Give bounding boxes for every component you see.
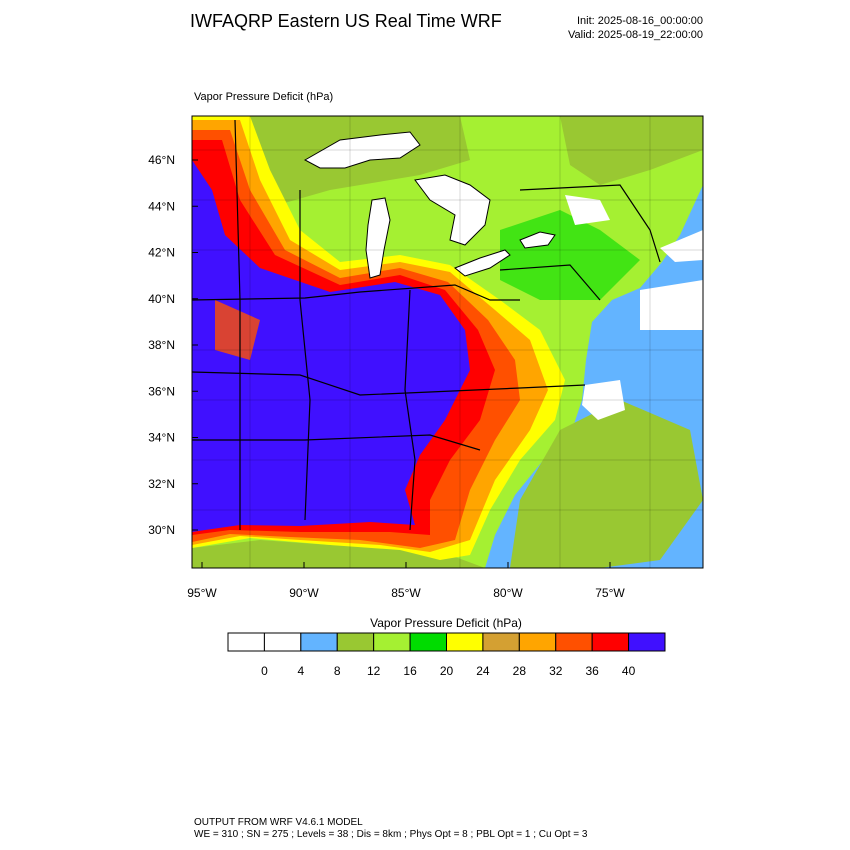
init-time: Init: 2025-08-16_00:00:00 bbox=[577, 15, 703, 27]
footer-line: WE = 310 ; SN = 275 ; Levels = 38 ; Dis … bbox=[194, 829, 588, 840]
colorbar-label: 36 bbox=[585, 664, 599, 678]
colorbar-label: 8 bbox=[334, 664, 341, 678]
lat-label: 36°N bbox=[148, 384, 175, 398]
lat-label: 44°N bbox=[148, 199, 175, 213]
colorbar-box bbox=[628, 632, 666, 652]
colorbar-box bbox=[300, 632, 338, 652]
colorbar-label: 0 bbox=[261, 664, 268, 678]
colorbar-title: Vapor Pressure Deficit (hPa) bbox=[370, 616, 522, 630]
footer-line: OUTPUT FROM WRF V4.6.1 MODEL bbox=[194, 817, 363, 828]
colorbar-label: 40 bbox=[622, 664, 636, 678]
valid-time: Valid: 2025-08-19_22:00:00 bbox=[568, 29, 703, 41]
lon-label: 85°W bbox=[391, 586, 421, 600]
lat-label: 46°N bbox=[148, 153, 175, 167]
lat-label: 40°N bbox=[148, 292, 175, 306]
colorbar-box bbox=[373, 632, 411, 652]
colorbar-box bbox=[518, 632, 557, 652]
colorbar-box bbox=[591, 632, 630, 652]
colorbar-label: 32 bbox=[549, 664, 563, 678]
colorbar-label: 12 bbox=[367, 664, 381, 678]
lat-label: 34°N bbox=[148, 431, 175, 445]
colorbar-label: 24 bbox=[476, 664, 490, 678]
colorbar-label: 16 bbox=[403, 664, 417, 678]
colorbar-label: 4 bbox=[297, 664, 304, 678]
lat-label: 38°N bbox=[148, 338, 175, 352]
colorbar-box bbox=[336, 632, 375, 652]
title: IWFAQRP Eastern US Real Time WRF bbox=[190, 11, 502, 31]
lon-label: 90°W bbox=[289, 586, 319, 600]
lon-label: 80°W bbox=[493, 586, 523, 600]
lat-label: 30°N bbox=[148, 523, 175, 537]
colorbar-box bbox=[227, 632, 265, 652]
map bbox=[191, 115, 704, 569]
colorbar-box bbox=[409, 632, 448, 652]
colorbar-label: 20 bbox=[440, 664, 454, 678]
map-label: Vapor Pressure Deficit (hPa) bbox=[194, 91, 333, 103]
lat-label: 42°N bbox=[148, 246, 175, 260]
colorbar-box bbox=[263, 632, 302, 652]
colorbar-box bbox=[482, 632, 520, 652]
lon-label: 95°W bbox=[187, 586, 217, 600]
colorbar-label: 28 bbox=[513, 664, 527, 678]
lon-label: 75°W bbox=[595, 586, 625, 600]
colorbar-box bbox=[555, 632, 593, 652]
colorbar-box bbox=[446, 632, 484, 652]
lat-label: 32°N bbox=[148, 477, 175, 491]
